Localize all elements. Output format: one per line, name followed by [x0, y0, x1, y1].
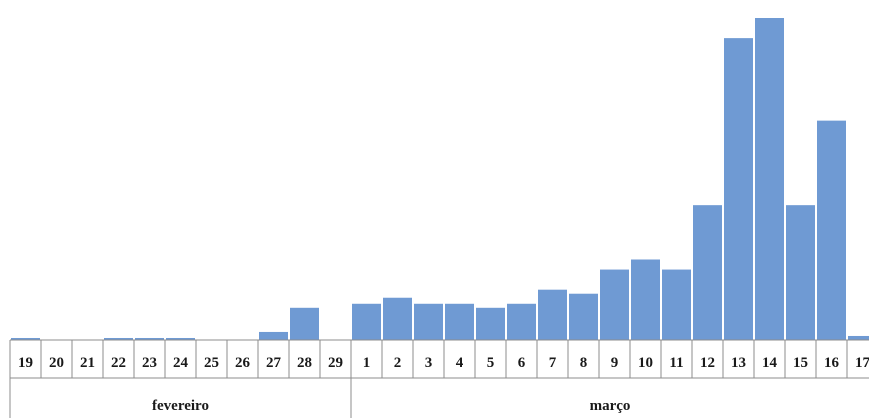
tick-label-16-26: 16 — [824, 355, 840, 371]
bar-16-26 — [817, 120, 846, 340]
tick-label-2-12: 2 — [394, 355, 402, 371]
bar-7-17 — [538, 289, 567, 340]
bar-15-25 — [786, 205, 815, 340]
tick-label-23-4: 23 — [142, 355, 157, 371]
bar-23-4 — [135, 337, 164, 340]
tick-label-6-16: 6 — [518, 355, 526, 371]
tick-label-7-17: 7 — [549, 355, 557, 371]
tick-label-13-23: 13 — [731, 355, 746, 371]
tick-label-9-19: 9 — [611, 355, 619, 371]
bar-5-15 — [476, 307, 505, 340]
month-label-0: fevereiro — [152, 398, 209, 414]
bars-group — [11, 18, 869, 340]
tick-label-4-14: 4 — [456, 355, 464, 371]
bar-8-18 — [569, 293, 598, 340]
month-label-1: março — [590, 398, 631, 414]
bar-6-16 — [507, 303, 536, 340]
tick-label-12-22: 12 — [700, 355, 715, 371]
bar-27-8 — [259, 331, 288, 340]
bar-4-14 — [445, 303, 474, 340]
bar-12-22 — [693, 205, 722, 340]
bar-19-0 — [11, 337, 40, 340]
bar-17-27 — [848, 335, 869, 340]
bar-1-11 — [352, 303, 381, 340]
tick-label-19-0: 19 — [18, 355, 33, 371]
tick-label-27-8: 27 — [266, 355, 282, 371]
tick-label-20-1: 20 — [49, 355, 64, 371]
bar-13-23 — [724, 38, 753, 340]
tick-label-15-25: 15 — [793, 355, 808, 371]
tick-label-14-24: 14 — [762, 355, 778, 371]
bar-24-5 — [166, 337, 195, 340]
tick-label-3-13: 3 — [425, 355, 433, 371]
tick-label-11-21: 11 — [669, 355, 683, 371]
bar-28-9 — [290, 307, 319, 340]
tick-label-17-27: 17 — [855, 355, 869, 371]
bar-3-13 — [414, 303, 443, 340]
tick-label-22-3: 22 — [111, 355, 126, 371]
tick-label-29-10: 29 — [328, 355, 343, 371]
tick-label-5-15: 5 — [487, 355, 495, 371]
bar-14-24 — [755, 18, 784, 340]
tick-label-24-5: 24 — [173, 355, 189, 371]
tick-label-21-2: 21 — [80, 355, 95, 371]
tick-label-25-6: 25 — [204, 355, 219, 371]
month-labels-group: fevereiro março — [9, 340, 631, 418]
bar-22-3 — [104, 337, 133, 340]
tick-label-8-18: 8 — [580, 355, 588, 371]
day-ticks-group: 19 20 21 22 23 24 25 26 27 28 29 1 2 3 4 5 6 7 8 9 10 11 12 13 1… — [9, 339, 869, 379]
bar-11-21 — [662, 269, 691, 340]
bar-9-19 — [600, 269, 629, 340]
tick-label-28-9: 28 — [297, 355, 312, 371]
tick-label-10-20: 10 — [638, 355, 653, 371]
tick-label-26-7: 26 — [235, 355, 251, 371]
bar-2-12 — [383, 297, 412, 340]
bar-10-20 — [631, 259, 660, 340]
tick-label-1-11: 1 — [363, 355, 371, 371]
